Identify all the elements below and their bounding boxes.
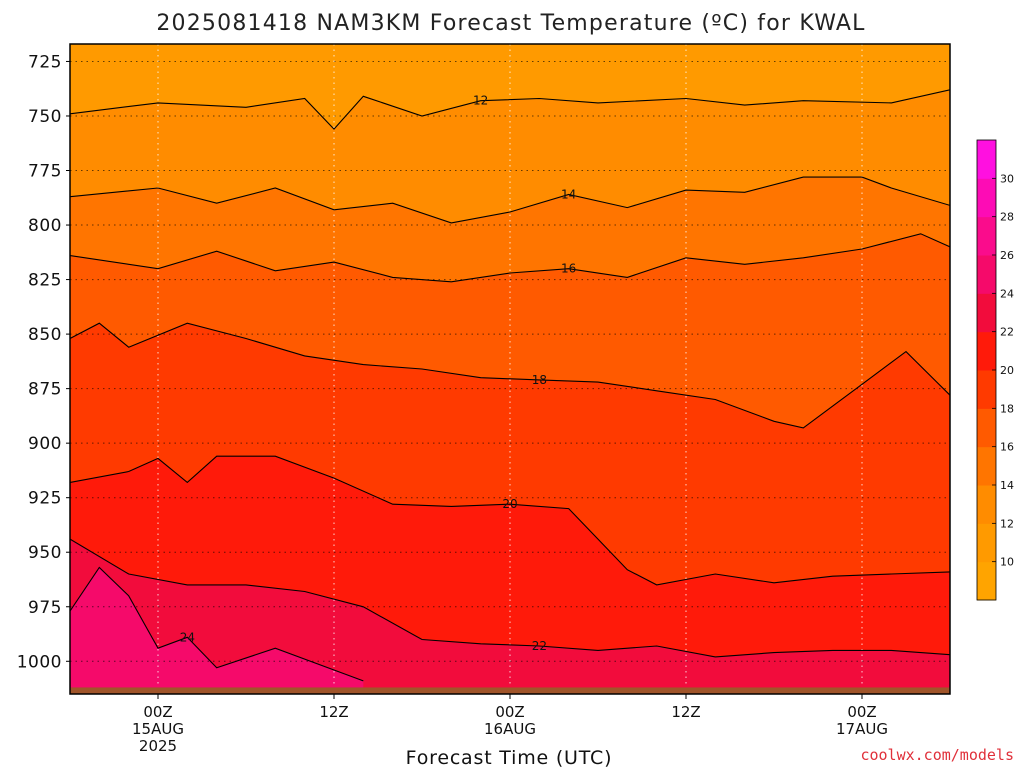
x-tick-label-54-1: 17AUG (836, 720, 888, 738)
colorbar-label-10: 10 (1000, 556, 1014, 569)
colorbar: 10 12 14 16 18 20 22 24 26 28 30 (976, 139, 1014, 601)
colorbar-swatch-18 (977, 370, 996, 409)
colorbar-label-22: 22 (1000, 326, 1014, 339)
contour-label-14: 14 (561, 188, 576, 202)
y-tick-label-975: 975 (28, 598, 62, 618)
isotherm-22 (70, 538, 950, 658)
colorbar-swatch-28 (977, 178, 996, 218)
y-tick-label-950: 950 (28, 543, 62, 563)
y-tick-label-800: 800 (28, 216, 62, 236)
colorbar-swatch-30 (977, 140, 996, 179)
isotherm-lines (70, 89, 950, 682)
credit-text: coolwx.com/models (860, 746, 1014, 764)
colorbar-label-24: 24 (1000, 287, 1014, 300)
colorbar-swatch-10 (977, 523, 996, 563)
colorbar-swatch-16 (977, 408, 996, 448)
y-tick-label-850: 850 (28, 325, 62, 345)
contour-label-18: 18 (532, 373, 547, 387)
x-tick-label-30-0: 00Z (495, 703, 524, 721)
colorbar-label-14: 14 (1000, 479, 1014, 492)
y-tick-label-775: 775 (28, 162, 62, 182)
y-tick-label-750: 750 (28, 107, 62, 127)
contour-labels: 12 14 16 18 20 22 24 (180, 94, 577, 653)
y-tick-label-825: 825 (28, 271, 62, 291)
y-tick-label-725: 725 (28, 52, 62, 72)
isotherm-20 (70, 455, 950, 586)
colorbar-swatch-14 (977, 446, 996, 486)
chart-title: 2025081418 NAM3KM Forecast Temperature (… (156, 11, 865, 36)
colorbar-swatch-22 (977, 293, 996, 333)
ground-strip (70, 687, 950, 694)
plot-area: 12 14 16 18 20 22 24 (70, 44, 950, 694)
x-axis-label: Forecast Time (UTC) (406, 747, 613, 768)
colorbar-swatch-12 (977, 485, 996, 524)
colorbar-label-20: 20 (1000, 364, 1014, 377)
colorbar-label-12: 12 (1000, 517, 1014, 530)
y-tick-label-900: 900 (28, 434, 62, 454)
contour-label-20: 20 (502, 497, 517, 511)
isotherm-16 (70, 233, 950, 283)
colorbar-swatch-24 (977, 255, 996, 294)
colorbar-label-30: 30 (1000, 172, 1014, 185)
x-tick-label-30-1: 16AUG (484, 720, 536, 738)
isotherm-18 (70, 322, 950, 429)
x-tick-label-42-0: 12Z (671, 703, 700, 721)
colorbar-label-18: 18 (1000, 402, 1014, 415)
band-24-26 (70, 567, 364, 694)
contour-label-16: 16 (561, 262, 576, 276)
grid-lines (70, 44, 950, 694)
colorbar-swatch-26 (977, 216, 996, 256)
colorbar-label-28: 28 (1000, 211, 1014, 224)
colorbar-swatch-8 (977, 561, 996, 601)
colorbar-label-26: 26 (1000, 249, 1014, 262)
ground-surface (70, 687, 950, 694)
x-tick-label-6-1: 15AUG (132, 720, 184, 738)
contour-label-24: 24 (180, 630, 195, 644)
x-tick-label-54-0: 00Z (847, 703, 876, 721)
x-tick-label-6-0: 00Z (143, 703, 172, 721)
y-tick-label-1000: 1000 (17, 652, 62, 672)
isotherm-24 (70, 566, 364, 682)
y-tick-label-875: 875 (28, 380, 62, 400)
x-tick-label-6-2: 2025 (139, 737, 177, 755)
y-tick-label-925: 925 (28, 489, 62, 509)
isotherm-14 (70, 176, 950, 224)
isotherm-12 (70, 89, 950, 130)
contour-label-12: 12 (473, 94, 488, 108)
y-axis: 725 750 775 800 825 850 875 900 925 950 975 1000 (17, 52, 70, 672)
colorbar-swatch-20 (977, 331, 996, 371)
contour-label-22: 22 (532, 639, 547, 653)
x-tick-label-18-0: 12Z (319, 703, 348, 721)
colorbar-label-16: 16 (1000, 441, 1014, 454)
